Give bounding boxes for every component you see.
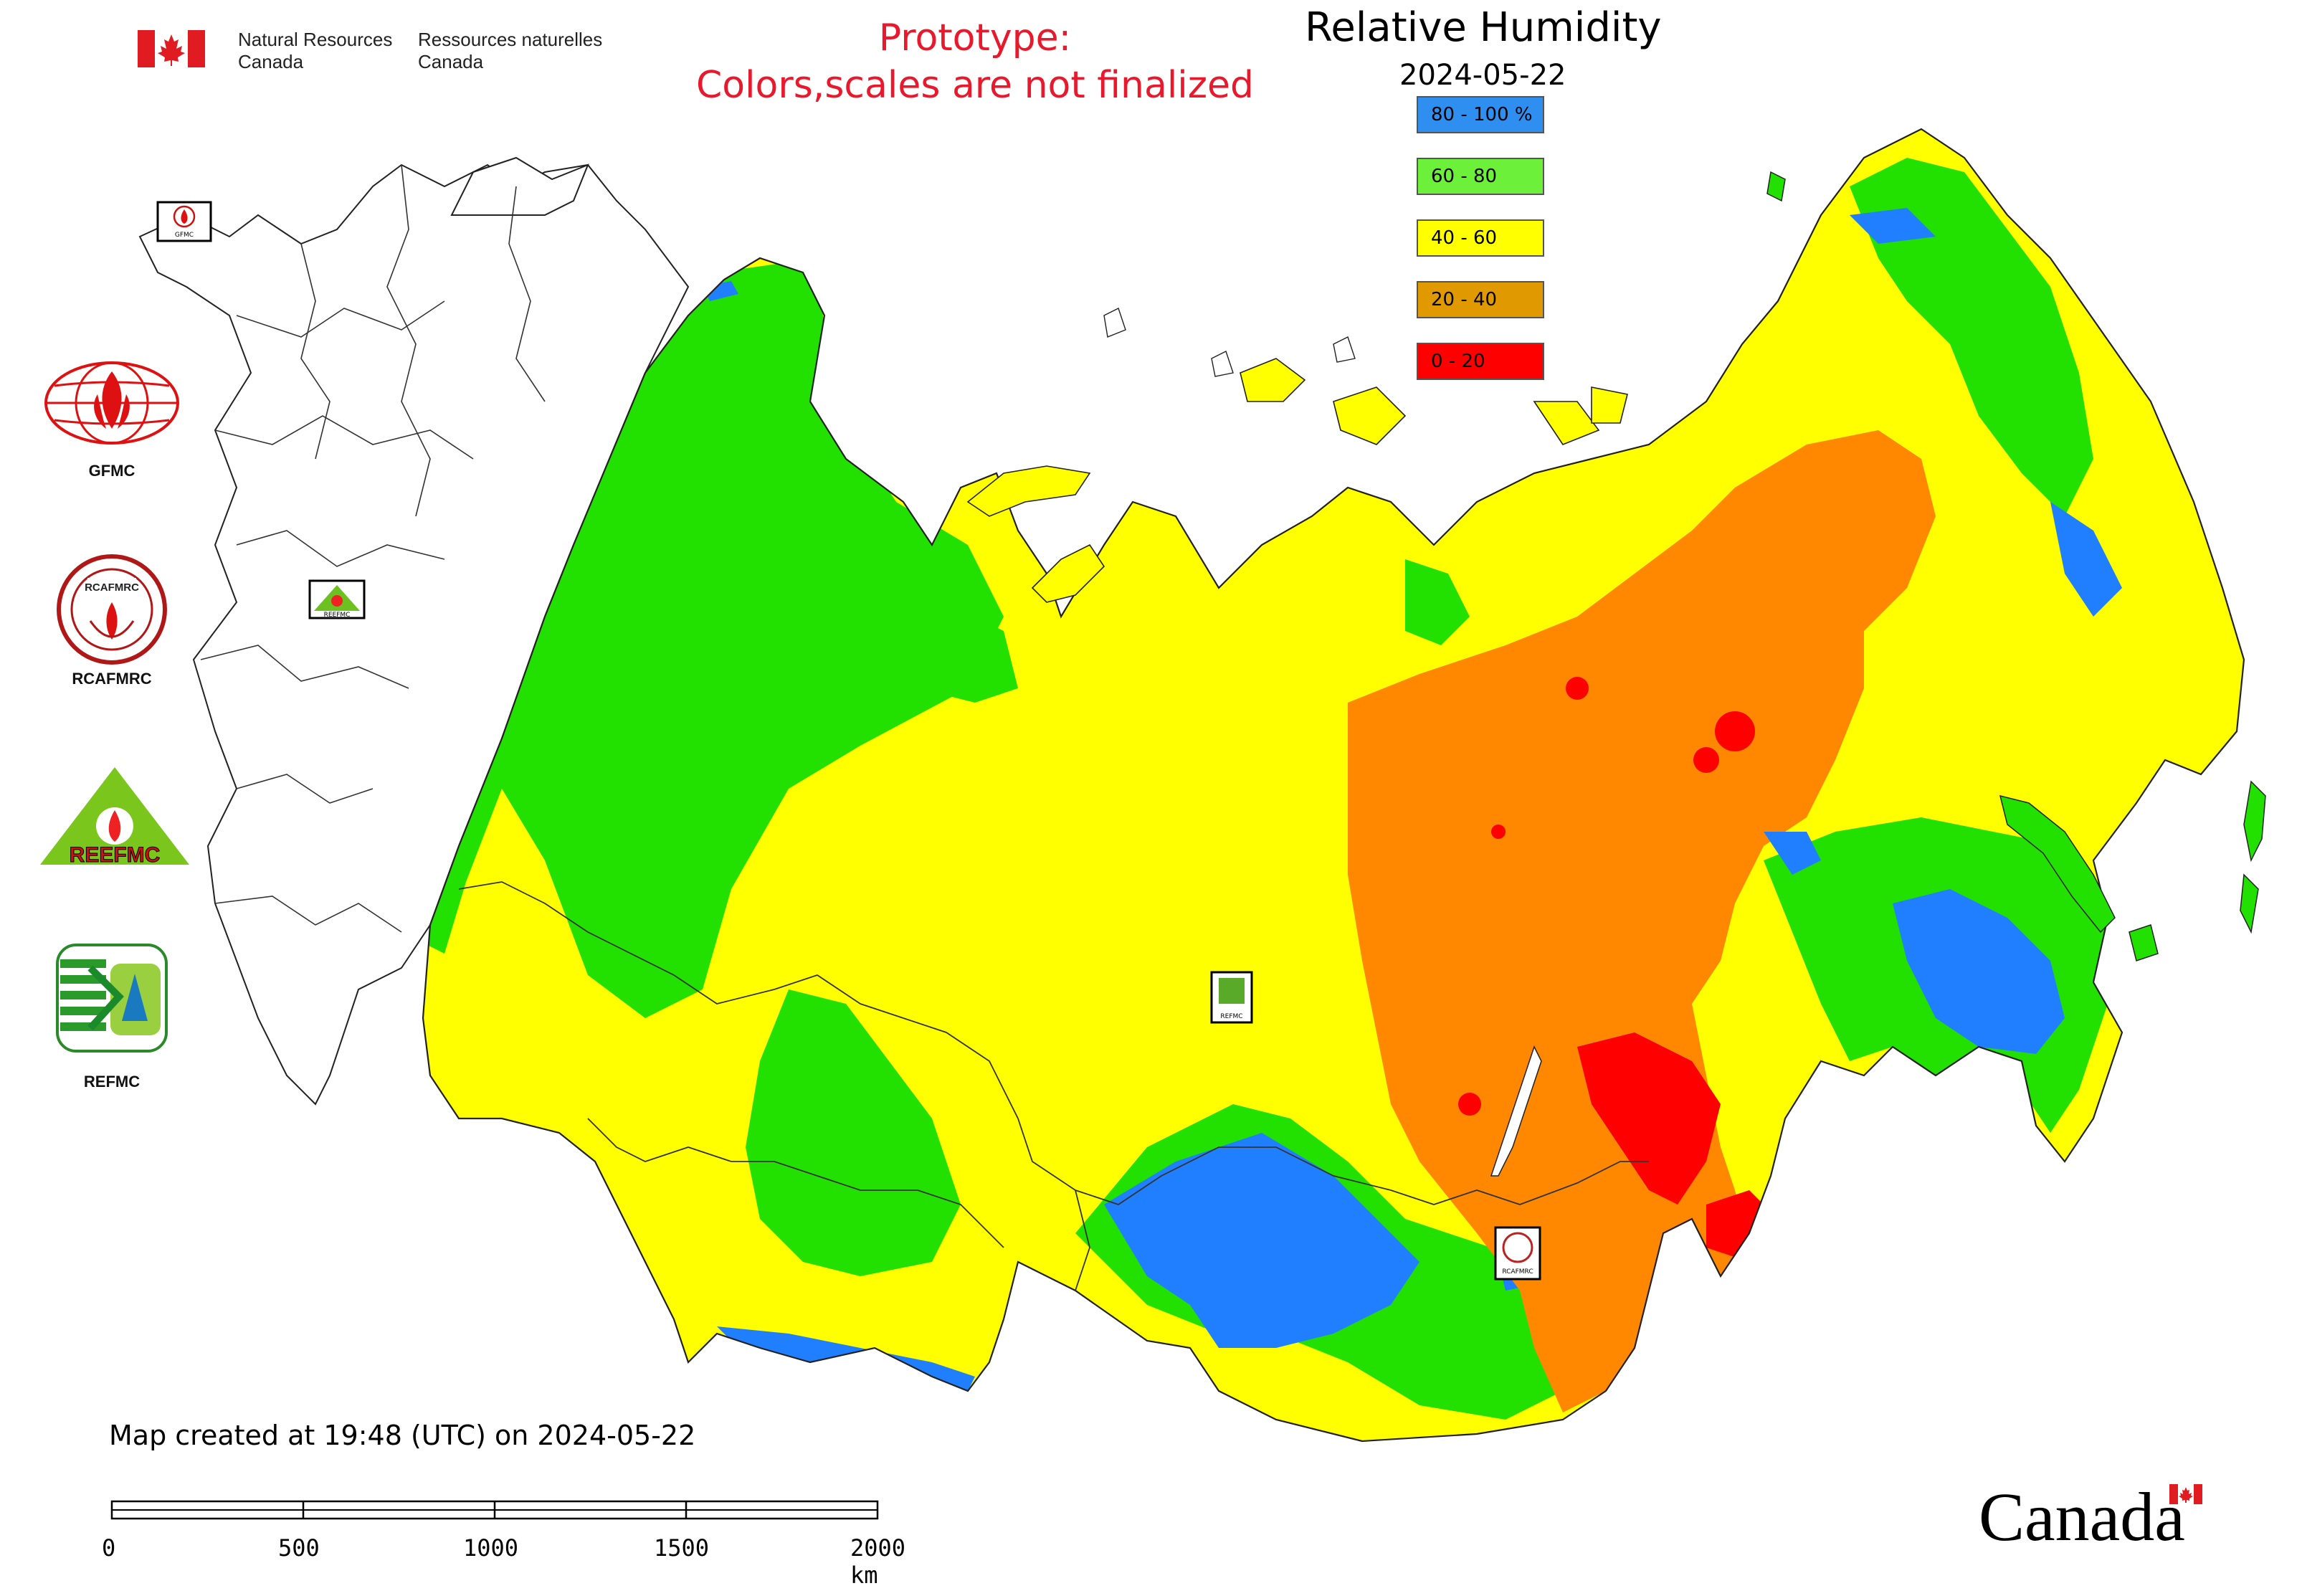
- canada-wordmark: Canada: [1979, 1477, 2222, 1570]
- rcafmrc-label: RCAFMRC: [72, 670, 152, 688]
- refmc-emblem-icon: [56, 944, 168, 1053]
- refmc-logo[interactable]: REFMC: [54, 942, 169, 1093]
- eastern-islands: [1766, 171, 2266, 961]
- reefmc-triangle-icon: REEFMC: [40, 767, 189, 868]
- legend-item-40-60: 40 - 60: [1417, 219, 1544, 257]
- gfmc-map-marker[interactable]: GFMC: [156, 201, 212, 242]
- scale-tick-1000: 1000: [463, 1534, 519, 1562]
- agency-en-line1: Natural Resources: [238, 29, 393, 50]
- rcafmrc-map-marker[interactable]: RCAFMRC: [1494, 1226, 1541, 1281]
- refmc-map-marker[interactable]: REFMC: [1210, 971, 1253, 1024]
- reefmc-text: REEFMC: [70, 843, 161, 867]
- agency-fr-line2: Canada: [418, 51, 484, 72]
- gfmc-small-label: GFMC: [175, 232, 194, 239]
- legend-label: 40 - 60: [1431, 227, 1498, 249]
- scale-tick-2000: 2000 km: [850, 1534, 906, 1589]
- legend-label: 0 - 20: [1431, 351, 1485, 372]
- reefmc-small-label: REEFMC: [324, 612, 351, 619]
- legend-label: 80 - 100 %: [1431, 104, 1533, 125]
- legend-item-0-20: 0 - 20: [1417, 343, 1544, 380]
- refmc-label: REFMC: [83, 1073, 141, 1091]
- rcafmrc-small-label: RCAFMRC: [1502, 1268, 1533, 1276]
- lake-baikal: [1490, 1045, 1542, 1177]
- arctic-islands: [966, 358, 1628, 603]
- map-title: Relative Humidity: [1305, 4, 1662, 51]
- prototype-notice: Prototype: Colors,scales are not finaliz…: [645, 14, 1305, 109]
- agency-name-en: Natural Resources Canada: [238, 29, 392, 73]
- rcafmrc-logo[interactable]: RCAFMRC RCAFMRC: [40, 552, 184, 688]
- prototype-line2: Colors,scales are not finalized: [695, 64, 1255, 107]
- prototype-line1: Prototype:: [878, 16, 1072, 60]
- legend-label: 60 - 80: [1431, 166, 1498, 187]
- scale-tick-500: 500: [278, 1534, 320, 1562]
- legend-item-80-100: 80 - 100 %: [1417, 96, 1544, 133]
- canada-wordmark-text: Canada: [1979, 1478, 2185, 1555]
- legend: 80 - 100 % 60 - 80 40 - 60 20 - 40 0 - 2…: [1417, 96, 1546, 383]
- refmc-small-label: REFMC: [1220, 1013, 1242, 1020]
- gfmc-logo[interactable]: GFMC: [40, 358, 184, 480]
- canada-wordmark-flag-icon: [2169, 1484, 2202, 1504]
- country-borders: [458, 881, 1649, 1291]
- agency-fr-line1: Ressources naturelles: [418, 29, 603, 50]
- scale-bar: 0 500 1000 1500 2000 km: [102, 1498, 905, 1589]
- agency-en-line2: Canada: [238, 51, 304, 72]
- legend-label: 20 - 40: [1431, 289, 1498, 310]
- gfmc-globe-icon: [44, 361, 179, 445]
- internal-borders: [200, 164, 546, 933]
- map-date: 2024-05-22: [1399, 59, 1566, 92]
- legend-item-60-80: 60 - 80: [1417, 158, 1544, 195]
- gfmc-label: GFMC: [88, 462, 135, 480]
- rcafmrc-seal-icon: RCAFMRC: [57, 554, 167, 665]
- map-created-text: Map created at 19:48 (UTC) on 2024-05-22: [109, 1420, 696, 1451]
- scale-tick-1500: 1500: [654, 1534, 710, 1562]
- rcafmrc-badge-text: RCAFMRC: [85, 581, 139, 594]
- canada-flag-icon: [138, 30, 205, 67]
- legend-item-20-40: 20 - 40: [1417, 281, 1544, 318]
- scale-tick-0: 0: [102, 1534, 116, 1562]
- agency-name-fr: Ressources naturelles Canada: [418, 29, 602, 73]
- reefmc-logo[interactable]: REEFMC: [36, 764, 194, 879]
- reefmc-map-marker[interactable]: REEFMC: [308, 579, 366, 619]
